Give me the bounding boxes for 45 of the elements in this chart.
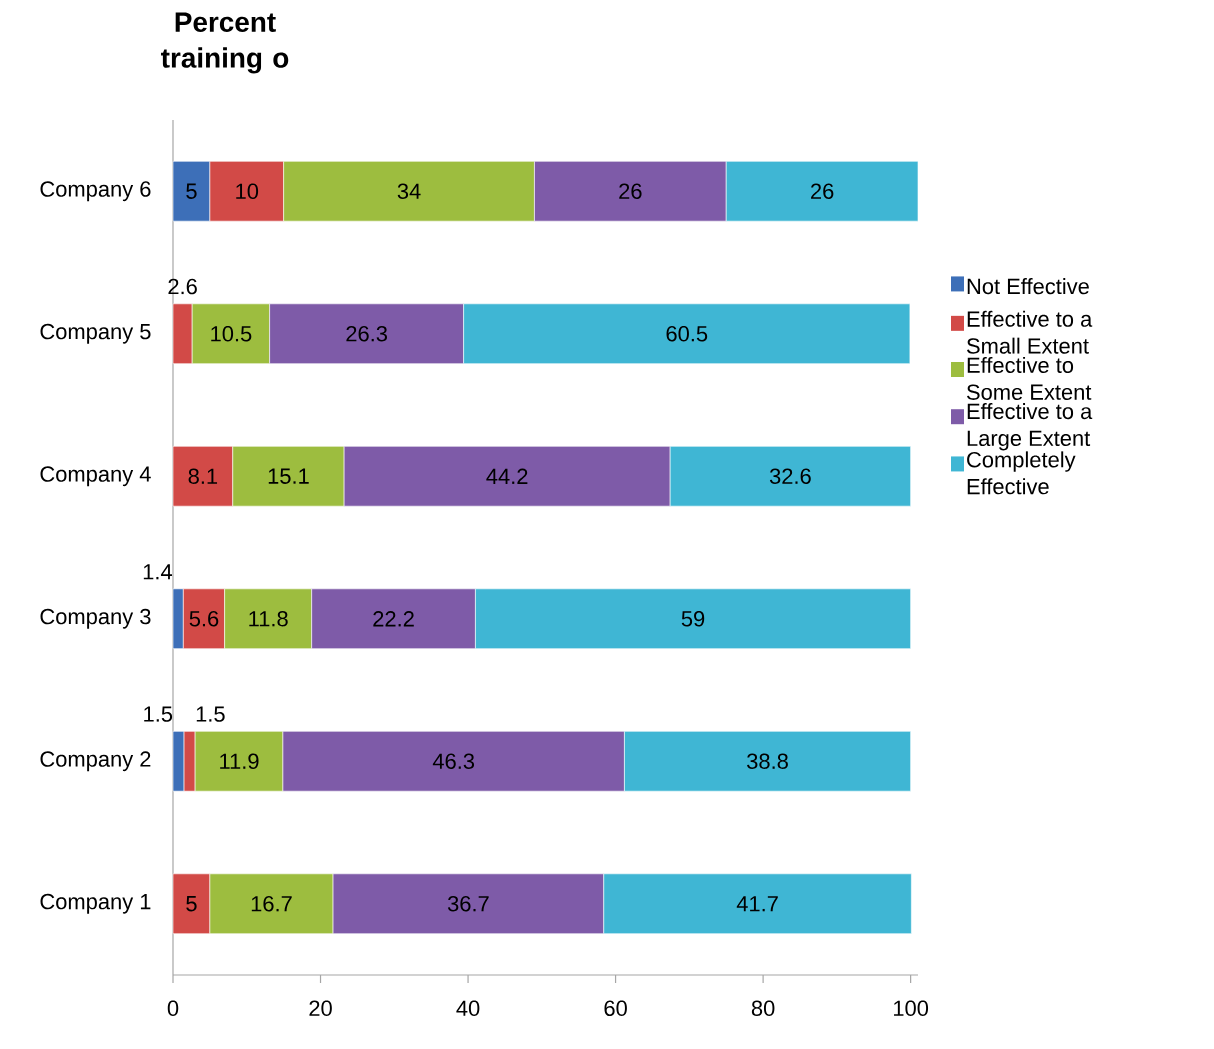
data-label: 59: [681, 610, 705, 627]
data-label: 15.1: [268, 468, 309, 484]
data-label: 10.5: [211, 325, 252, 342]
y-tick-label: Company 5: [40, 323, 151, 344]
x-tick-label: 100: [894, 1000, 929, 1017]
y-tick-label: Company 1: [40, 893, 151, 914]
data-label: 46.3: [432, 753, 475, 770]
data-label: 44.2: [486, 468, 528, 484]
chart-title: Percent training o: [161, 12, 289, 74]
data-label: 5.6: [189, 610, 219, 627]
data-label: 11.8: [249, 610, 288, 627]
data-label: 8.1: [188, 468, 218, 485]
y-tick-label: Company 4: [40, 466, 151, 487]
x-tick-label: 60: [604, 1000, 627, 1017]
data-label: 11.9: [220, 753, 259, 770]
data-label: 1.5: [196, 706, 225, 722]
data-label: 26: [619, 183, 642, 199]
data-label: 38.8: [747, 753, 788, 770]
legend-label: Effective to Some Extent: [966, 356, 1092, 400]
data-label: 22.2: [373, 611, 414, 627]
legend-label: Effective to a Large Extent: [967, 403, 1093, 451]
legend-label: Not Effective: [967, 278, 1089, 295]
y-tick-label: Company 6: [40, 181, 151, 202]
y-tick-label: Company 3: [40, 608, 151, 629]
data-label: 32.6: [769, 468, 811, 485]
data-label: 41.7: [736, 896, 778, 912]
data-label: 34: [397, 183, 421, 199]
data-label: 26: [811, 183, 834, 199]
x-tick-label: 0: [167, 1000, 179, 1017]
data-label: 2.6: [168, 278, 197, 295]
data-label: 60.5: [666, 325, 708, 342]
data-label: 26.3: [346, 325, 387, 342]
data-label: 1.5: [144, 706, 173, 722]
x-tick-label: 80: [751, 1000, 775, 1017]
data-label: 10: [236, 183, 259, 199]
legend-label: Completely Effective: [967, 451, 1076, 495]
data-label: 1.4: [143, 564, 172, 580]
legend-label: Effective to a Small Extent: [966, 310, 1093, 354]
x-tick-label: 20: [309, 1000, 332, 1017]
data-label: 36.7: [447, 895, 489, 912]
data-label: 16.7: [251, 895, 292, 912]
data-label: 5: [186, 896, 197, 912]
y-tick-label: Company 2: [40, 751, 151, 772]
x-tick-label: 40: [456, 1000, 480, 1017]
data-label: 5: [186, 183, 197, 199]
